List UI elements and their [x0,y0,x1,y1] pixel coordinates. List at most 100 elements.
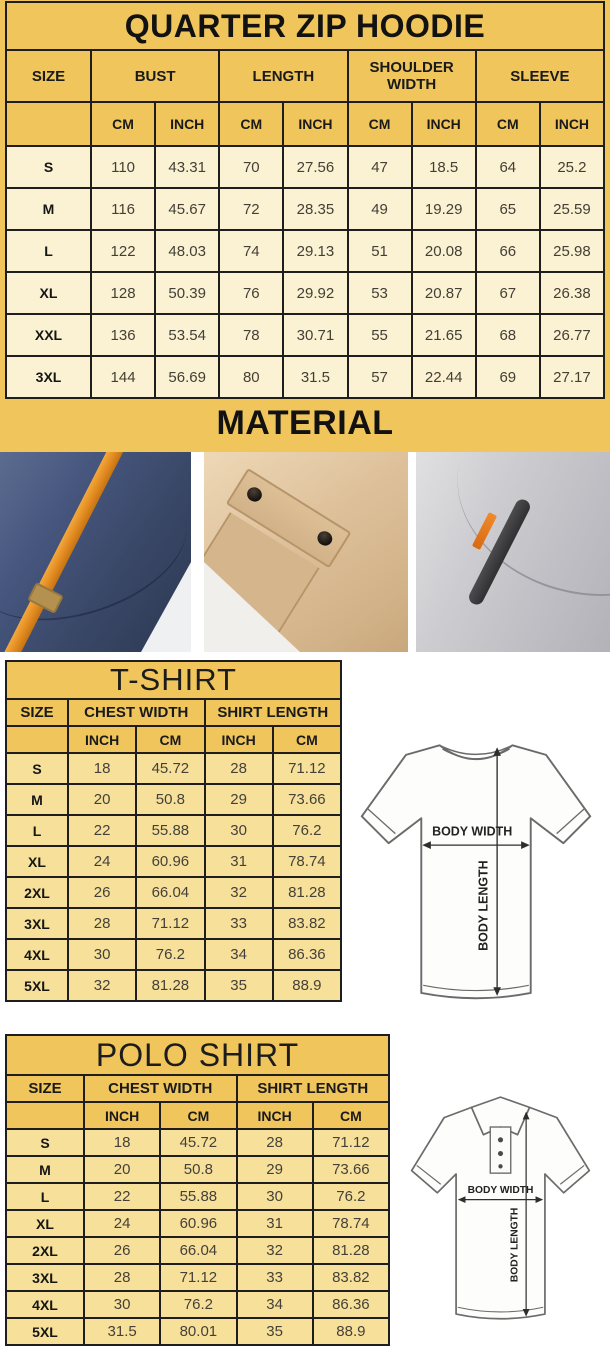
tshirt-table-wrap: T-SHIRT SIZE CHEST WIDTH SHIRT LENGTH INC… [5,660,343,1002]
size-cell: 4XL [5,1290,85,1319]
unit-header: CM [346,101,413,147]
table-row: 5XL 31.5 80.01 35 88.9 [5,1317,391,1346]
size-cell: M [5,1155,85,1184]
value-cell: 49 [346,187,413,231]
measure-group-header: SHIRT LENGTH [235,1074,390,1103]
size-cell: 3XL [5,1263,85,1292]
table-row: 4XL 30 76.2 34 86.36 [5,938,343,971]
value-cell: 122 [89,229,157,273]
value-cell: 81.28 [135,969,206,1002]
table-row: S 18 45.72 28 71.12 [5,752,343,785]
value-cell: 76.2 [311,1182,391,1211]
value-cell: 57 [346,355,413,399]
value-cell: 72 [218,187,285,231]
value-cell: 67 [474,271,541,315]
value-cell: 20.87 [410,271,477,315]
sleeve-cuff-seam [556,808,585,835]
unit-header: INCH [66,725,138,754]
value-cell: 28 [82,1263,162,1292]
tshirt-diagram-area: BODY WIDTH BODY LENGTH [342,660,610,1016]
value-cell: 28 [66,907,138,940]
cargo-pocket [204,468,352,652]
empty-header-cell [5,1101,85,1130]
size-cell: XL [5,1209,85,1238]
value-cell: 76.2 [135,938,206,971]
value-cell: 45.72 [135,752,206,785]
table-row: L 22 55.88 30 76.2 [5,1182,391,1211]
value-cell: 71.12 [271,752,343,785]
value-cell: 31 [203,845,274,878]
body-length-label: BODY LENGTH [477,860,491,951]
value-cell: 78.74 [311,1209,391,1238]
size-cell: M [5,783,69,816]
value-cell: 136 [89,313,157,357]
value-cell: 83.82 [271,907,343,940]
value-cell: 47 [346,145,413,189]
value-cell: 55 [346,313,413,357]
value-cell: 51 [346,229,413,273]
value-cell: 56.69 [154,355,221,399]
value-cell: 31 [235,1209,314,1238]
value-cell: 69 [474,355,541,399]
size-column-header: SIZE [5,49,92,103]
hoodie-section: QUARTER ZIP HOODIE SIZE BUST LENGTH SHOULD… [0,0,610,452]
measure-group-header: LENGTH [218,49,349,103]
arrow-head-icon [535,1196,543,1204]
tshirt-table-title: T-SHIRT [5,660,342,700]
value-cell: 50.39 [154,271,221,315]
arrow-head-icon [522,1111,530,1120]
body-width-label: BODY WIDTH [467,1185,533,1196]
value-cell: 29 [235,1155,314,1184]
value-cell: 31.5 [82,1317,162,1346]
size-cell: 2XL [5,876,69,909]
table-row: XL 24 60.96 31 78.74 [5,845,343,878]
unit-header: CM [474,101,541,147]
value-cell: 24 [66,845,138,878]
arrow-head-icon [522,1308,530,1317]
value-cell: 65 [474,187,541,231]
polo-measurement-diagram: BODY WIDTH BODY LENGTH [410,1096,590,1320]
value-cell: 128 [89,271,157,315]
arrow-head-icon [422,841,431,849]
size-cell: L [5,229,92,273]
measure-group-header: CHEST WIDTH [83,1074,238,1103]
value-cell: 22.44 [410,355,477,399]
button-icon [497,1137,503,1143]
value-cell: 18 [82,1128,162,1157]
value-cell: 19.29 [410,187,477,231]
value-cell: 26.38 [538,271,606,315]
polo-collar [470,1096,530,1136]
sleeve-cuff-seam [415,1164,441,1185]
value-cell: 28 [235,1128,314,1157]
value-cell: 28 [203,752,274,785]
hoodie-group-header-row: SIZE BUST LENGTH SHOULDER WIDTH SLEEVE [5,49,606,103]
tshirt-group-header-row: SIZE CHEST WIDTH SHIRT LENGTH [5,698,342,727]
unit-header: INCH [538,101,606,147]
value-cell: 60.96 [135,845,206,878]
tshirt-size-table: T-SHIRT SIZE CHEST WIDTH SHIRT LENGTH INC… [5,660,343,1002]
table-row: M 116 45.67 72 28.35 49 19.29 65 25.59 [5,187,606,231]
value-cell: 20.08 [410,229,477,273]
polo-section: POLO SHIRT SIZE CHEST WIDTH SHIRT LENGTH … [0,1034,610,1346]
value-cell: 31.5 [282,355,349,399]
polo-size-table: POLO SHIRT SIZE CHEST WIDTH SHIRT LENGTH … [5,1034,391,1346]
sleeve-cuff-seam [559,1164,585,1185]
unit-header: INCH [235,1101,314,1130]
arrow-head-icon [493,987,501,996]
value-cell: 50.8 [159,1155,238,1184]
value-cell: 43.31 [154,145,221,189]
value-cell: 34 [203,938,274,971]
sleeve-cuff-seam [367,808,396,835]
value-cell: 88.9 [271,969,343,1002]
value-cell: 20 [82,1155,162,1184]
value-cell: 68 [474,313,541,357]
material-section-title: MATERIAL [216,403,394,442]
value-cell: 78.74 [271,845,343,878]
empty-header-cell [5,725,69,754]
value-cell: 18.5 [410,145,477,189]
value-cell: 48.03 [154,229,221,273]
snap-button-icon [244,484,265,505]
value-cell: 76.2 [271,814,343,847]
table-row: L 122 48.03 74 29.13 51 20.08 66 25.98 [5,229,606,273]
value-cell: 71.12 [311,1128,391,1157]
